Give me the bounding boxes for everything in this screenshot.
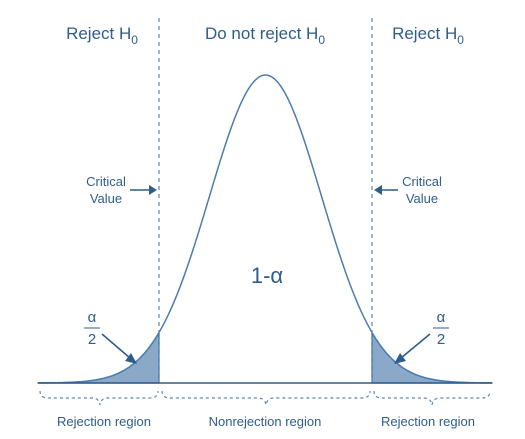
alpha-left-denominator: 2 [88,331,96,348]
alpha-left-arrow [101,333,131,359]
do-not-reject-heading: Do not reject H0 [205,24,325,47]
critical-value-left-line1: Critical [86,174,126,189]
confidence-level-label: 1-α [251,263,284,288]
alpha-left-arrowhead [125,353,137,364]
rejection-region-right-brace [373,390,491,406]
nonrejection-region-label: Nonrejection region [209,414,322,429]
alpha-right-arrowhead [394,353,406,364]
reject-left-heading: Reject H0 [66,24,138,47]
rejection-region-right-label: Rejection region [381,414,475,429]
nonrejection-region-brace [161,390,371,406]
alpha-right-numerator: α [437,309,446,326]
critical-value-left-line2: Value [90,191,122,206]
critical-right-arrowhead [374,185,382,195]
rejection-region-left-brace [39,390,159,406]
critical-value-right-line1: Critical [402,174,442,189]
normal-distribution-curve [37,74,492,384]
critical-value-right-line2: Value [406,191,438,206]
reject-right-heading: Reject H0 [392,24,464,47]
alpha-left-numerator: α [88,309,97,326]
alpha-right-arrow [400,333,431,359]
critical-left-arrowhead [149,185,157,195]
alpha-right-denominator: 2 [437,331,445,348]
rejection-region-left-label: Rejection region [57,414,151,429]
